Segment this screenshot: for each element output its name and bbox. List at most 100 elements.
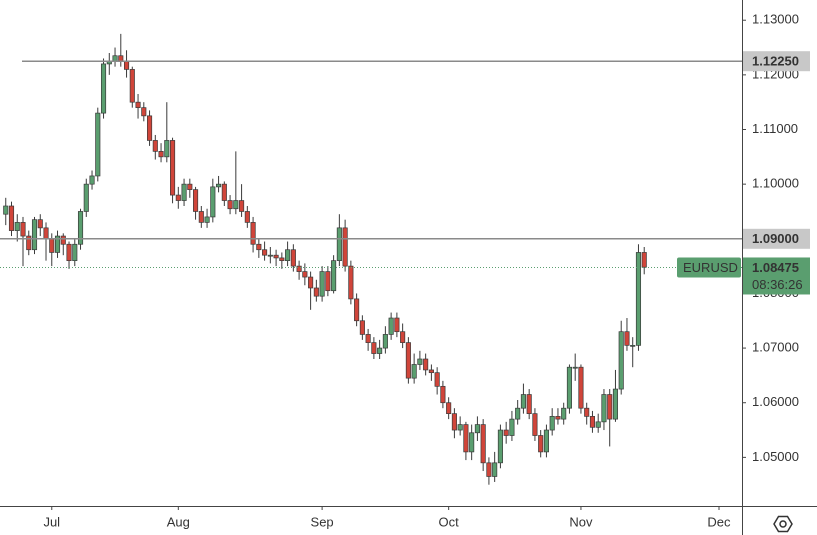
candle-body xyxy=(607,394,613,420)
candle-body xyxy=(509,418,515,436)
candle-body xyxy=(532,413,538,436)
candle-body xyxy=(302,271,308,278)
candle-body xyxy=(296,265,302,272)
candle-body xyxy=(520,394,526,409)
candle-body xyxy=(601,394,607,423)
candle-body xyxy=(95,112,101,177)
candle-body xyxy=(118,55,124,62)
candle-body xyxy=(434,372,440,387)
level-label-box xyxy=(743,51,810,72)
candle-body xyxy=(123,60,130,70)
settings-dot xyxy=(779,520,787,528)
x-tick-label: Nov xyxy=(569,514,593,529)
candle-body xyxy=(77,211,84,245)
candle-body xyxy=(285,249,291,262)
candle-body xyxy=(371,342,377,354)
candle-body xyxy=(618,331,624,390)
candle-body xyxy=(497,429,503,464)
candle-body xyxy=(313,287,319,297)
candle-body xyxy=(8,205,15,231)
candle-body xyxy=(170,140,176,196)
candle-body xyxy=(204,216,210,223)
candle-body xyxy=(365,334,371,343)
y-tick-label: 1.11000 xyxy=(752,121,798,136)
candle-body xyxy=(198,211,204,223)
candle-body xyxy=(543,429,549,453)
candle-body xyxy=(526,394,532,415)
y-tick-label: 1.06000 xyxy=(752,394,799,409)
candle-body xyxy=(233,200,239,210)
candle-body xyxy=(43,227,49,240)
candle-body xyxy=(256,243,262,251)
candle-body xyxy=(49,238,55,253)
candle-body xyxy=(492,462,498,477)
candle-body xyxy=(216,183,222,188)
candle-body xyxy=(60,235,66,245)
candle-body xyxy=(555,416,561,420)
candle-body xyxy=(354,298,360,322)
candle-body xyxy=(267,254,273,257)
candle-body xyxy=(641,252,647,268)
candle-body xyxy=(486,462,492,477)
candle-body xyxy=(325,271,331,292)
candle-body xyxy=(382,334,388,349)
candle-body xyxy=(457,424,463,431)
x-tick-label: Sep xyxy=(311,514,334,529)
y-tick-label: 1.10000 xyxy=(752,176,799,191)
candle-body xyxy=(348,265,354,300)
candle-body xyxy=(572,366,578,369)
candle-body xyxy=(37,219,43,229)
candle-body xyxy=(635,252,642,346)
candle-body xyxy=(221,183,227,201)
candle-body xyxy=(595,421,601,428)
symbol-box xyxy=(677,257,741,278)
candle-body xyxy=(578,366,584,409)
candle-body xyxy=(589,416,595,428)
candle-body xyxy=(359,320,365,335)
candle-body xyxy=(549,416,555,431)
candle-body xyxy=(175,194,181,201)
settings-icon[interactable] xyxy=(773,515,793,533)
candle-body xyxy=(463,424,469,453)
candle-body xyxy=(244,211,250,223)
candle-body xyxy=(100,63,107,114)
candle-body xyxy=(20,222,26,237)
candle-body xyxy=(164,140,170,158)
candle-body xyxy=(423,358,429,371)
candle-body xyxy=(474,424,480,434)
candle-body xyxy=(515,407,521,420)
candle-body xyxy=(319,271,325,297)
candle-body xyxy=(388,317,394,335)
candle-body xyxy=(141,107,147,117)
candle-body xyxy=(584,407,590,417)
candle-body xyxy=(112,55,118,62)
last-price-label: 1.08475 xyxy=(752,260,799,275)
candle-body xyxy=(129,69,135,103)
candle-body xyxy=(377,347,383,354)
candle-body xyxy=(152,140,158,152)
level-label: 1.09000 xyxy=(752,231,799,246)
candle-body xyxy=(566,366,572,409)
candle-body xyxy=(187,183,193,190)
x-tick-label: Jul xyxy=(43,514,60,529)
candle-body xyxy=(561,407,567,420)
settings-hexagon xyxy=(773,515,793,533)
candle-body xyxy=(308,276,314,289)
candle-body xyxy=(612,388,619,420)
candle-body xyxy=(89,175,95,185)
candle-body xyxy=(417,358,423,365)
candle-body xyxy=(331,260,337,292)
candle-body xyxy=(279,257,285,262)
candle-body xyxy=(147,115,153,141)
x-tick-label: Dec xyxy=(707,514,731,529)
candle-body xyxy=(193,189,199,212)
candle-body xyxy=(428,369,434,374)
candle-body xyxy=(342,227,348,267)
candle-body xyxy=(538,435,544,453)
candle-body xyxy=(26,235,32,251)
candle-body xyxy=(14,222,20,231)
candle-body xyxy=(624,331,630,346)
candle-body xyxy=(3,205,9,215)
candle-body xyxy=(66,243,72,262)
candle-body xyxy=(411,364,417,379)
